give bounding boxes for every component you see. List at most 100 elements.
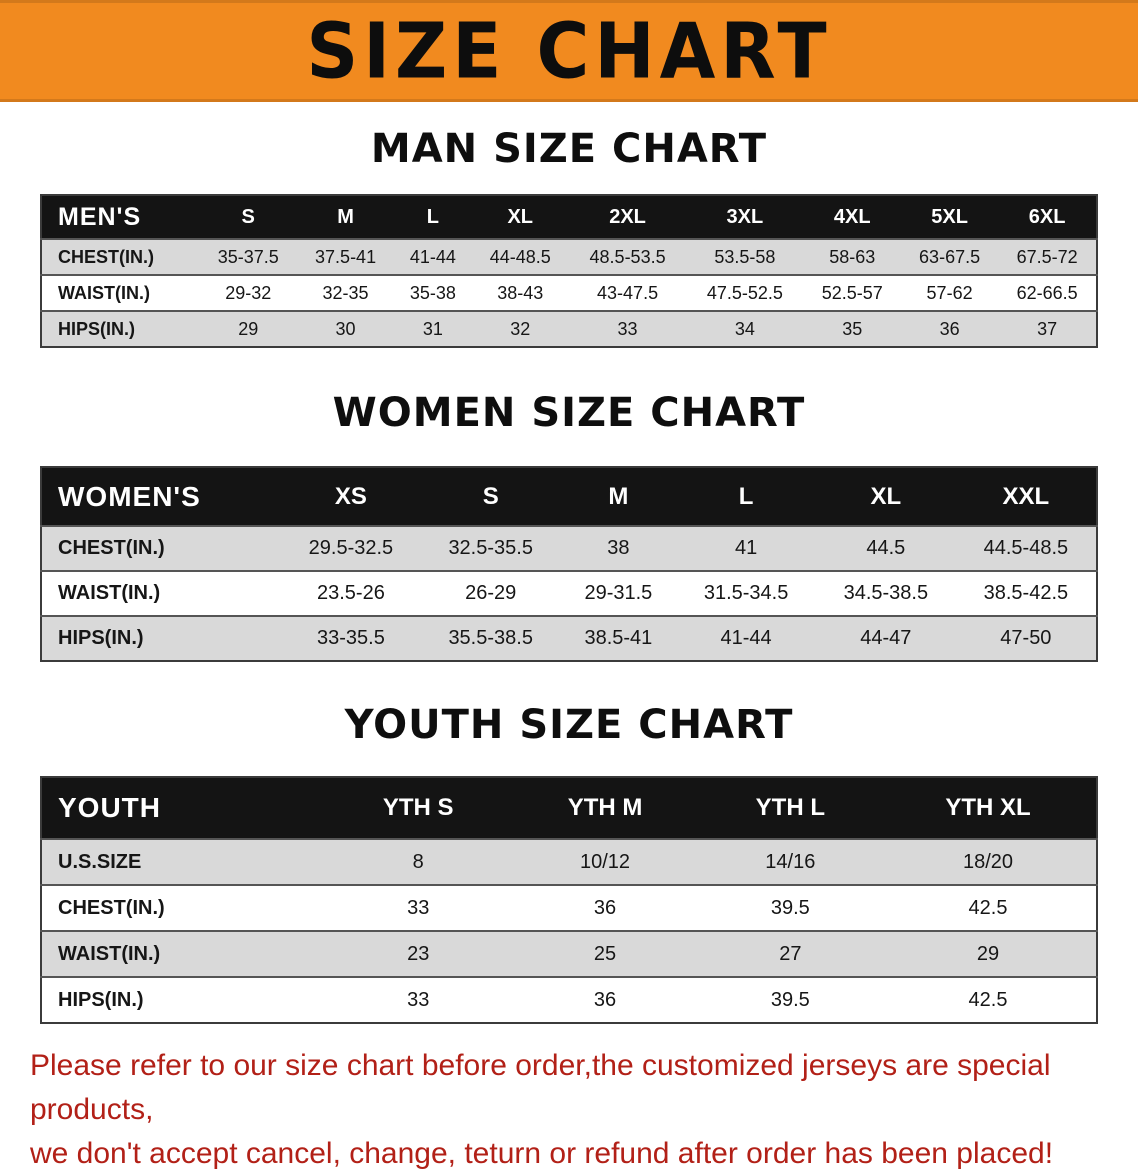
- row-label-cell: CHEST(IN.): [58, 246, 154, 267]
- banner: SIZE CHART: [0, 0, 1138, 102]
- row-label-cell: HIPS(IN.): [58, 627, 144, 649]
- value-cell: 44.5-48.5: [983, 537, 1069, 559]
- value-cell: 36: [939, 318, 960, 339]
- value-cell: 32.5-35.5: [448, 537, 533, 559]
- table-row: CHEST(IN.) 29.5-32.5 32.5-35.5 38 41 44.5 44.5…: [41, 526, 1097, 571]
- value-cell: 27: [779, 942, 802, 965]
- size-header-cell: 5XL: [900, 195, 999, 239]
- size-header-cell: XL: [471, 195, 569, 239]
- value-cell: 38: [607, 537, 630, 559]
- value-cell: 35-37.5: [217, 246, 279, 267]
- value-cell: 31.5-34.5: [703, 582, 789, 604]
- value-cell: 52.5-57: [821, 282, 883, 303]
- value-cell: 35.5-38.5: [448, 627, 533, 649]
- value-cell: 18/20: [962, 850, 1014, 873]
- size-header-cell: 4XL: [803, 195, 901, 239]
- value-cell: 36: [593, 988, 617, 1011]
- size-header-cell: YTH XL: [880, 777, 1097, 839]
- table-row: HIPS(IN.) 33-35.5 35.5-38.5 38.5-41 41-44 44-…: [41, 616, 1097, 661]
- value-cell: 31: [422, 318, 443, 339]
- table-row: WAIST(IN.) 23 25 27 29: [41, 931, 1097, 977]
- value-cell: 57-62: [926, 282, 973, 303]
- footer-note: Please refer to our size chart before or…: [30, 1044, 1138, 1176]
- size-header-cell: YTH S: [327, 777, 510, 839]
- row-label-cell: WAIST(IN.): [58, 282, 150, 303]
- value-cell: 34: [734, 318, 755, 339]
- value-cell: 67.5-72: [1016, 246, 1078, 267]
- value-cell: 34.5-38.5: [843, 582, 929, 604]
- value-cell: 29: [976, 942, 1000, 965]
- value-cell: 41-44: [409, 246, 456, 267]
- value-cell: 35-38: [409, 282, 456, 303]
- size-header-cell: L: [676, 467, 816, 526]
- value-cell: 42.5: [968, 896, 1008, 919]
- value-cell: 26-29: [465, 582, 517, 604]
- footer-note-line2: we don't accept cancel, change, teturn o…: [30, 1137, 1054, 1170]
- table-row: CHEST(IN.) 35-37.5 37.5-41 41-44 44-48.5 48.5…: [41, 239, 1097, 275]
- value-cell: 33-35.5: [317, 627, 385, 649]
- size-header-cell: YTH M: [509, 777, 701, 839]
- value-cell: 41-44: [720, 627, 772, 649]
- header-row: YOUTH YTH S YTH M YTH L YTH XL: [41, 777, 1097, 839]
- men-section-heading: MAN SIZE CHART: [370, 126, 768, 172]
- value-cell: 44-48.5: [489, 246, 551, 267]
- value-cell: 32: [510, 318, 531, 339]
- row-label-cell: WAIST(IN.): [58, 582, 161, 604]
- size-header-cell: S: [199, 195, 297, 239]
- size-header-cell: XXL: [955, 467, 1097, 526]
- table-row: HIPS(IN.) 33 36 39.5 42.5: [41, 977, 1097, 1023]
- value-cell: 33: [407, 896, 430, 919]
- size-header-cell: 6XL: [998, 195, 1097, 239]
- table-row: HIPS(IN.) 29 30 31 32 33 34 35 36 37: [41, 311, 1097, 347]
- value-cell: 39.5: [770, 988, 810, 1011]
- value-cell: 48.5-53.5: [589, 246, 666, 267]
- value-cell: 58-63: [829, 246, 876, 267]
- size-header-cell: XL: [815, 467, 956, 526]
- row-label-cell: U.S.SIZE: [58, 850, 142, 873]
- size-header-cell: S: [420, 467, 561, 526]
- value-cell: 30: [335, 318, 356, 339]
- value-cell: 37: [1037, 318, 1058, 339]
- value-cell: 62-66.5: [1016, 282, 1078, 303]
- table-row: WAIST(IN.) 29-32 32-35 35-38 38-43 43-47.5 47.…: [41, 275, 1097, 311]
- value-cell: 43-47.5: [597, 282, 659, 303]
- banner-title: SIZE CHART: [306, 6, 832, 96]
- size-header-cell: 2XL: [568, 195, 687, 239]
- value-cell: 53.5-58: [714, 246, 776, 267]
- value-cell: 33: [407, 988, 430, 1011]
- value-cell: 63-67.5: [919, 246, 981, 267]
- size-header-cell: L: [394, 195, 472, 239]
- men-size-table: MEN'S S M L XL 2XL 3XL 4XL 5XL 6XL CHEST(IN.) 35-37…: [40, 194, 1098, 348]
- value-cell: 25: [593, 942, 617, 965]
- value-cell: 42.5: [968, 988, 1008, 1011]
- value-cell: 38-43: [497, 282, 544, 303]
- value-cell: 8: [412, 850, 424, 873]
- row-label-cell: HIPS(IN.): [58, 988, 144, 1011]
- value-cell: 36: [593, 896, 617, 919]
- size-header-cell: M: [296, 195, 395, 239]
- row-label-cell: WAIST(IN.): [58, 942, 161, 965]
- value-cell: 14/16: [765, 850, 816, 873]
- value-cell: 47.5-52.5: [706, 282, 783, 303]
- value-cell: 44.5: [866, 537, 906, 559]
- youth-section-heading: YOUTH SIZE CHART: [344, 702, 794, 748]
- value-cell: 41: [734, 537, 758, 559]
- row-label-cell: HIPS(IN.): [58, 318, 136, 339]
- women-size-table: WOMEN'S XS S M L XL XXL CHEST(IN.) 29.5-32.5 32.5…: [40, 466, 1098, 662]
- value-cell: 38.5-41: [584, 627, 653, 649]
- size-header-cell: M: [560, 467, 677, 526]
- value-cell: 29: [238, 318, 259, 339]
- table-row: WAIST(IN.) 23.5-26 26-29 29-31.5 31.5-34.5 34…: [41, 571, 1097, 616]
- value-cell: 10/12: [580, 850, 631, 873]
- value-cell: 44-47: [860, 627, 912, 649]
- table-title-cell: WOMEN'S: [41, 467, 282, 526]
- value-cell: 23: [407, 942, 430, 965]
- row-label-cell: CHEST(IN.): [58, 896, 165, 919]
- value-cell: 29.5-32.5: [308, 537, 394, 559]
- value-cell: 39.5: [770, 896, 810, 919]
- header-row: WOMEN'S XS S M L XL XXL: [41, 467, 1097, 526]
- table-title-cell: MEN'S: [41, 195, 200, 239]
- header-row: MEN'S S M L XL 2XL 3XL 4XL 5XL 6XL: [41, 195, 1097, 239]
- youth-size-table: YOUTH YTH S YTH M YTH L YTH XL U.S.SIZE 8 10/12…: [40, 776, 1098, 1024]
